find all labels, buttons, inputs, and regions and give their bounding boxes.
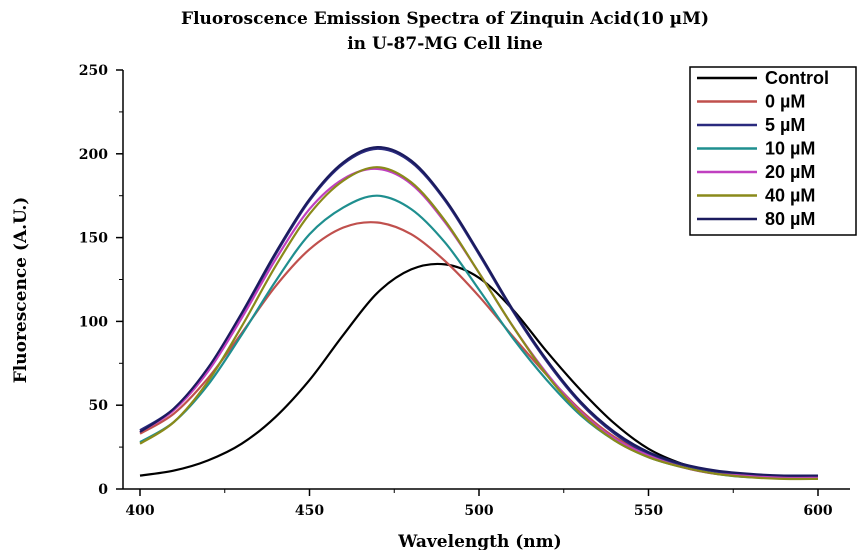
- plot-area: 400 450 500 550 600 0 50 100 150 200 250: [79, 63, 850, 519]
- chart-subtitle: in U-87-MG Cell line: [347, 34, 543, 54]
- y-tick-label: 250: [79, 63, 108, 79]
- series-line: [139, 145, 819, 477]
- x-tick-label: 450: [295, 503, 324, 519]
- legend-label: 80 µM: [765, 209, 815, 229]
- legend-label: 40 µM: [765, 186, 815, 206]
- legend-label: Control: [765, 68, 829, 88]
- legend-label: 10 µM: [765, 139, 815, 159]
- legend-items: Control 0 µM 5 µM 10 µM 20 µM 40 µM 80 µM: [697, 68, 829, 229]
- legend-label: 0 µM: [765, 92, 805, 112]
- series-lines: [139, 145, 819, 481]
- series-line: [139, 221, 819, 479]
- legend-label: 20 µM: [765, 162, 815, 182]
- series-line: [139, 194, 819, 480]
- x-tick-label: 600: [803, 503, 832, 519]
- y-tick-label: 0: [98, 482, 108, 498]
- y-tick-label: 100: [79, 314, 108, 330]
- legend-label: 5 µM: [765, 115, 805, 135]
- x-tick-label: 400: [125, 503, 154, 519]
- y-axis-label: Fluorescence (A.U.): [11, 197, 31, 384]
- y-tick-label: 200: [79, 147, 108, 163]
- x-tick-label: 500: [464, 503, 493, 519]
- x-ticks: 400 450 500 550 600: [125, 489, 833, 519]
- legend-box: [689, 66, 857, 236]
- x-tick-label: 550: [634, 503, 663, 519]
- y-tick-label: 50: [89, 398, 109, 414]
- legend: Control 0 µM 5 µM 10 µM 20 µM 40 µM 80 µM: [689, 66, 857, 236]
- series-line: [139, 166, 819, 481]
- chart-title: Fluoroscence Emission Spectra of Zinquin…: [181, 9, 709, 29]
- y-ticks: 0 50 100 150 200 250: [79, 63, 123, 498]
- x-axis-label: Wavelength (nm): [397, 532, 561, 550]
- y-tick-label: 150: [79, 231, 108, 247]
